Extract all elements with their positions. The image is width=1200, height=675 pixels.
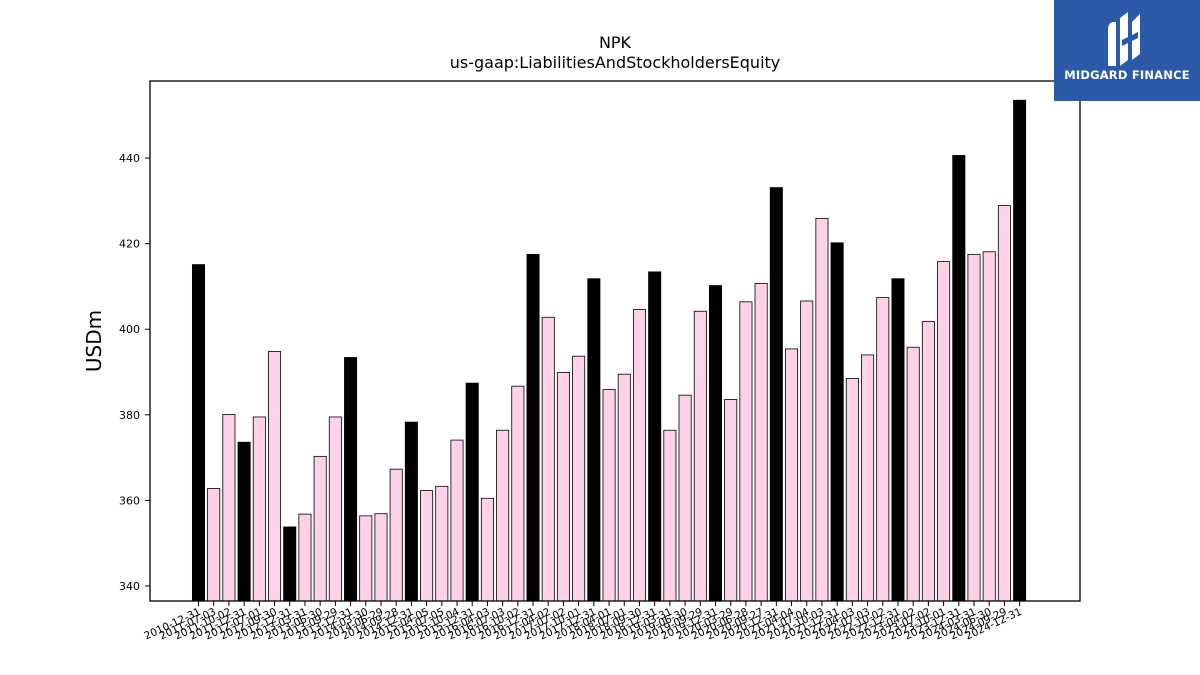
bar-2023-10-01	[937, 261, 951, 602]
bar-2017-12-31	[587, 278, 601, 602]
bar-2012-09-30	[268, 351, 282, 602]
bar-2010-12-31	[191, 264, 205, 602]
chart-title: NPK	[599, 33, 632, 52]
bar-2024-12-31	[1013, 99, 1027, 602]
bar-2019-03-31	[663, 429, 677, 602]
bar-2013-06-30	[313, 455, 327, 602]
bar-2020-03-29	[724, 399, 738, 602]
bar-2015-12-31	[465, 382, 479, 602]
bar-2018-12-31	[648, 271, 662, 602]
y-tick-label: 440	[119, 152, 140, 165]
bar-2012-07-01	[252, 416, 266, 602]
x-axis: 2010-12-312011-07-032011-10-022011-12-31…	[142, 601, 1024, 643]
bar-2015-07-05	[435, 485, 449, 602]
bar-2016-10-02	[511, 385, 525, 602]
bar-2016-12-31	[526, 253, 540, 602]
bar-2018-04-01	[602, 389, 616, 602]
bar-2024-06-30	[982, 251, 996, 602]
bar-2023-07-02	[921, 321, 935, 602]
bar-2019-09-29	[693, 310, 707, 602]
y-tick-label: 420	[119, 238, 140, 251]
bar-2011-10-02	[222, 413, 236, 602]
y-axis: 340 360 380 400 420 440	[119, 152, 150, 593]
bar-2022-12-31	[891, 278, 905, 602]
bar-2013-09-29	[328, 416, 342, 602]
bar-2018-07-01	[617, 373, 631, 602]
bar-2020-12-31	[769, 187, 783, 602]
bar-2019-06-30	[678, 394, 692, 602]
bar-2021-10-03	[815, 217, 829, 602]
bar-2015-04-05	[420, 490, 434, 602]
y-tick-label: 380	[119, 409, 140, 422]
bar-2021-07-04	[800, 300, 814, 602]
bar-2016-07-03	[496, 429, 510, 602]
bar-2012-12-31	[283, 526, 297, 602]
midgard-logo-icon	[1108, 12, 1140, 66]
bar-2017-07-02	[556, 372, 570, 602]
brand-name: MIDGARD FINANCE	[1064, 68, 1190, 82]
bar-2024-03-31	[967, 253, 981, 602]
bar-2017-10-01	[572, 355, 586, 602]
bar-2022-04-03	[845, 378, 859, 602]
bar-2020-09-27	[754, 283, 768, 602]
bar-2022-10-02	[876, 297, 890, 602]
bar-2022-07-03	[861, 354, 875, 602]
y-tick-label: 340	[119, 580, 140, 593]
bar-2014-03-30	[359, 515, 373, 602]
y-tick-label: 400	[119, 323, 140, 336]
bar-2021-04-04	[785, 348, 799, 602]
bar-2020-06-28	[739, 301, 753, 602]
bar-2014-09-28	[389, 468, 403, 602]
bar-2024-09-29	[997, 205, 1011, 602]
bar-2021-12-31	[830, 242, 844, 602]
plot-frame	[149, 80, 1081, 602]
bars-group	[191, 99, 1027, 602]
bar-2017-04-02	[541, 316, 555, 602]
bar-2019-12-31	[709, 285, 723, 602]
bar-2014-12-31	[404, 421, 418, 602]
bar-2023-12-31	[952, 155, 966, 602]
bar-2011-07-03	[207, 488, 221, 602]
bar-2015-10-04	[450, 439, 464, 602]
bar-2018-09-30	[632, 309, 646, 602]
bar-2023-04-02	[906, 346, 920, 602]
bar-2013-12-31	[344, 357, 358, 602]
bar-2013-03-31	[298, 513, 312, 602]
y-tick-label: 360	[119, 494, 140, 507]
y-axis-label: USDm	[82, 310, 106, 372]
bar-2014-06-29	[374, 513, 388, 602]
bar-2016-04-03	[480, 497, 494, 602]
brand-logo: MIDGARD FINANCE	[1054, 0, 1200, 101]
chart-subtitle: us-gaap:LiabilitiesAndStockholdersEquity	[450, 53, 781, 72]
bar-2011-12-31	[237, 441, 251, 602]
